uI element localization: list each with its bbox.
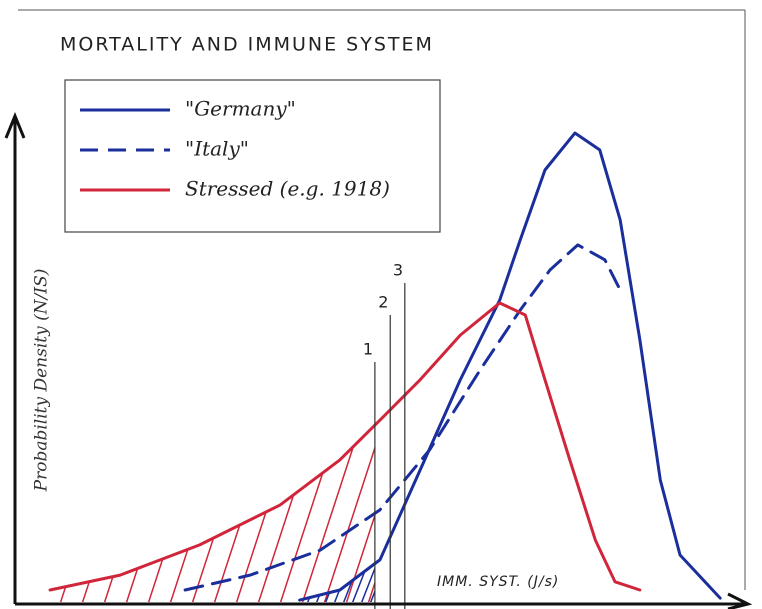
hatch-line	[125, 425, 187, 602]
blue-hatch	[299, 540, 440, 604]
threshold-label: 1	[363, 340, 373, 359]
y-axis-label: Probability Density (N/IS)	[32, 269, 52, 493]
hatch-line	[388, 540, 413, 604]
hatch-line	[323, 425, 375, 602]
hatch-line	[379, 540, 404, 604]
hatch-line	[169, 425, 231, 602]
threshold-label: 3	[393, 261, 403, 280]
hatch-line	[299, 563, 315, 602]
series-line	[298, 131, 722, 602]
threshold-label: 2	[378, 293, 388, 312]
hatch-line	[147, 425, 209, 602]
series-line	[48, 301, 642, 592]
hatch-line	[406, 540, 431, 604]
hatch-line	[415, 540, 440, 604]
legend-box	[64, 79, 441, 233]
legend-label: "Germany"	[185, 97, 296, 121]
legend-label: Stressed (e.g. 1918)	[185, 177, 390, 201]
legend-label: "Italy"	[185, 137, 249, 161]
x-axis-label: IMM. SYST. (J/s)	[437, 574, 559, 590]
x-axis-arrow	[727, 592, 753, 609]
y-axis-arrow	[4, 112, 26, 139]
hatch-line	[397, 540, 422, 604]
hatch-line	[279, 425, 341, 602]
series-line	[183, 243, 622, 592]
hatch-line	[345, 425, 375, 602]
legend: "Germany" "Italy" Stressed (e.g. 1918)	[80, 97, 390, 201]
hatch-line	[301, 425, 363, 602]
hatch-line	[369, 563, 375, 602]
chart-title: MORTALITY AND IMMUNE SYSTEM	[60, 34, 434, 56]
hatch-line	[360, 563, 375, 602]
plot: 1 23	[48, 131, 722, 609]
